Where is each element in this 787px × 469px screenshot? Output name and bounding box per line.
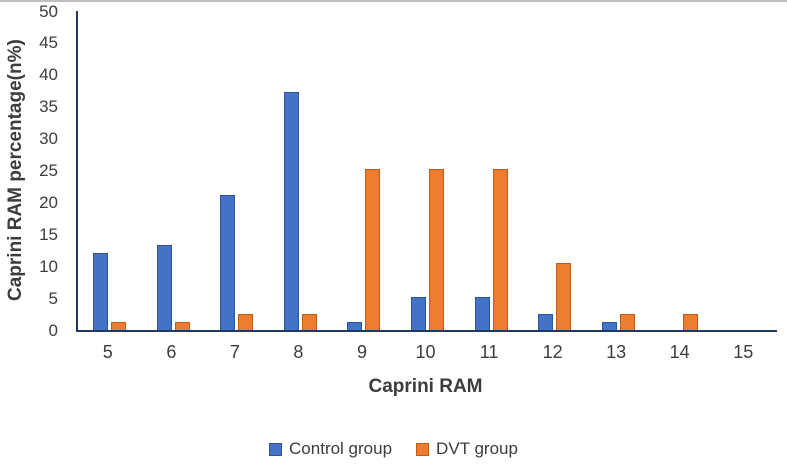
bar-control-group-12 [538, 314, 554, 330]
y-tick-label: 40 [39, 65, 58, 85]
x-tick-label: 13 [606, 342, 627, 362]
bar-control-group-13 [601, 322, 617, 330]
category-group-10 [396, 11, 460, 330]
y-tick-label: 5 [48, 288, 58, 308]
chart-legend: Control group DVT group [0, 439, 787, 459]
x-axis-title: Caprini RAM [368, 376, 483, 397]
x-tick-label: 11 [479, 342, 499, 362]
x-tick-label: 6 [166, 342, 177, 362]
y-tick-label: 35 [39, 97, 58, 117]
x-tick-label: 7 [229, 342, 240, 362]
category-group-12 [523, 11, 587, 330]
y-tick-label: 30 [39, 129, 58, 149]
bar-dvt-group-11 [492, 169, 508, 330]
x-tick-label: 12 [542, 342, 563, 362]
category-group-5 [78, 11, 142, 330]
bar-dvt-group-14 [683, 314, 699, 330]
x-tick-label: 5 [102, 342, 113, 362]
category-group-9 [332, 11, 396, 330]
y-tick-label: 15 [39, 224, 58, 244]
y-axis-tick-labels: 50 45 40 35 30 25 20 15 10 5 0 [0, 3, 58, 339]
category-group-11 [459, 11, 523, 330]
x-tick-label: 14 [669, 342, 690, 362]
category-group-15 [713, 11, 777, 330]
bar-dvt-group-13 [619, 314, 635, 330]
bar-dvt-group-5 [111, 322, 127, 330]
legend-label-dvt-group: DVT group [436, 439, 518, 458]
x-tick-label: 8 [293, 342, 304, 362]
category-group-14 [650, 11, 714, 330]
y-tick-label: 10 [39, 256, 58, 276]
y-tick-label: 20 [39, 192, 58, 212]
bar-dvt-group-6 [174, 322, 190, 330]
x-tick-label: 9 [356, 342, 367, 362]
x-tick-label: 15 [733, 342, 754, 362]
y-tick-label: 25 [39, 161, 58, 180]
bar-control-group-7 [220, 194, 236, 330]
plot-area [76, 11, 777, 332]
y-tick-label: 45 [39, 33, 58, 53]
legend-item-dvt-group: DVT group [416, 439, 518, 459]
y-tick-label: 50 [39, 1, 58, 21]
bar-dvt-group-10 [429, 169, 444, 330]
category-group-7 [205, 11, 269, 330]
x-tick-label: 10 [415, 342, 436, 362]
bar-control-group-11 [474, 297, 490, 330]
control-group-swatch-icon [269, 442, 283, 456]
bar-dvt-group-7 [238, 314, 254, 330]
bar-dvt-group-8 [301, 314, 317, 330]
figure-top-divider [0, 0, 787, 2]
legend-item-control-group: Control group [269, 439, 392, 459]
legend-label-control-group: Control group [289, 439, 393, 458]
bar-control-group-9 [347, 322, 363, 330]
bar-control-group-6 [156, 245, 172, 330]
bar-control-group-8 [283, 92, 299, 330]
dvt-group-swatch-icon [416, 442, 430, 456]
y-tick-label: 0 [48, 320, 58, 340]
x-axis-tick-labels: 5 6 7 8 9 10 11 12 13 14 15 [76, 342, 775, 363]
bar-control-group-10 [411, 297, 426, 330]
category-group-13 [586, 11, 650, 330]
bar-dvt-group-9 [365, 169, 381, 330]
category-group-8 [269, 11, 333, 330]
bar-dvt-group-12 [556, 263, 572, 330]
bar-control-group-5 [93, 253, 109, 330]
category-group-6 [142, 11, 206, 330]
